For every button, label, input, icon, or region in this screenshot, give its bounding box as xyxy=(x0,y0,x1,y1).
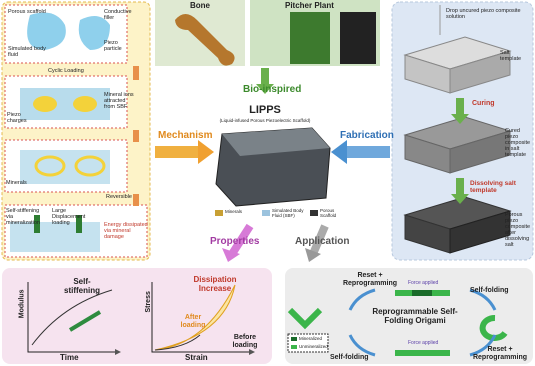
axis-label: Modulus xyxy=(18,289,26,319)
label: Fabrication xyxy=(340,130,394,141)
axis-label: Strain xyxy=(185,353,208,362)
label: Large Displacement loading xyxy=(52,208,86,227)
properties-panel xyxy=(2,268,272,364)
legend-label: Unmineralized xyxy=(299,344,328,349)
label: Self-folding xyxy=(330,354,369,361)
label: Simulated body fluid xyxy=(8,46,46,59)
legend-label: Simulated Body Fluid (SBF) xyxy=(272,208,304,218)
label: Reset + Reprogramming xyxy=(342,272,398,287)
label: Porous piezo composite after dissolving … xyxy=(505,212,531,249)
label: Reversible xyxy=(106,194,132,200)
label: Piezo particle xyxy=(104,40,122,53)
subtitle: (Liquid-infused Porous Piezoelectric Sca… xyxy=(219,118,311,123)
label: Piezo charges xyxy=(7,112,27,125)
title: LIPPS xyxy=(249,104,281,116)
label: Force applied xyxy=(408,340,439,346)
axis-label: Stress xyxy=(144,291,152,313)
property-plots xyxy=(27,282,255,355)
title: Reprogrammable Self-Folding Origami xyxy=(372,307,458,325)
label: Curing xyxy=(472,100,495,107)
label: Application xyxy=(295,236,350,247)
label: Bio-inspired xyxy=(243,84,302,95)
label: Bone xyxy=(190,1,210,10)
label: Mineral ions attracted from SBF xyxy=(104,92,134,111)
label: Self-folding xyxy=(470,287,509,294)
label: Drop uncured piezo composite solution xyxy=(446,8,521,21)
label: Cured piezo composite in salt template xyxy=(505,128,531,159)
bone-icon xyxy=(175,14,235,66)
label: Minerals xyxy=(6,180,27,186)
legend-label: Porous Scaffold xyxy=(320,208,337,218)
label: Cyclic Loading xyxy=(48,68,84,74)
fabrication-blocks xyxy=(403,5,512,254)
label: Reset + Reprogramming xyxy=(472,346,528,361)
label: Dissolving salt template xyxy=(470,180,516,195)
mechanism-shapes xyxy=(10,12,139,252)
label: Salt template xyxy=(500,50,522,63)
mechanism-panel xyxy=(1,1,151,261)
application-panel xyxy=(285,268,533,364)
origami-graphics xyxy=(287,288,508,357)
label: Force applied xyxy=(408,280,439,286)
label: Self-stiffening xyxy=(64,277,100,295)
label: Self-stiffening via mineralization xyxy=(6,208,40,227)
label: Mechanism xyxy=(158,130,213,141)
label: Properties xyxy=(210,236,260,247)
label: Conductive filler xyxy=(104,9,132,22)
legend-label: Minerals xyxy=(225,209,243,214)
label: After loading xyxy=(180,314,206,329)
label: Before loading xyxy=(232,334,258,349)
label: Dissipation Increase xyxy=(193,275,237,293)
legend-label: Mineralized xyxy=(299,336,323,341)
label: Porous scaffold xyxy=(8,9,46,15)
axis-label: Time xyxy=(60,353,79,362)
label: Pitcher Plant xyxy=(285,1,334,10)
label: Energy dissipated via mineral damage xyxy=(104,222,148,241)
